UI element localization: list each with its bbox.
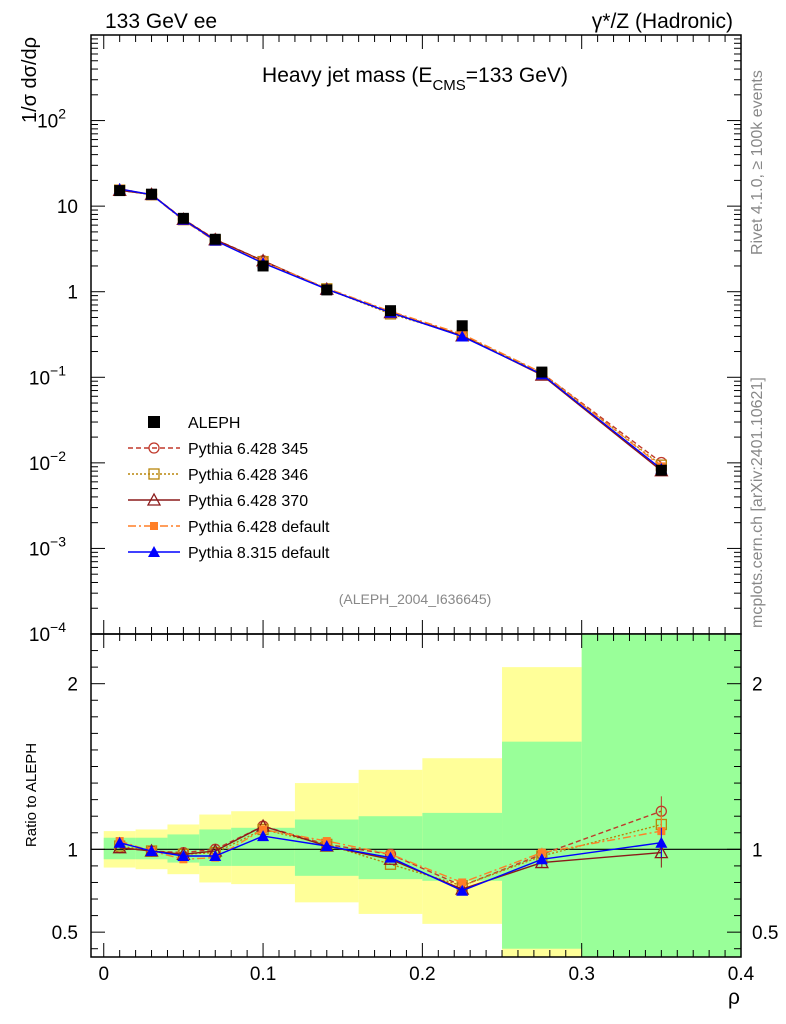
main-title-tail: =133 GeV) xyxy=(466,64,568,87)
legend-marker xyxy=(148,468,160,480)
main-title-text: Heavy jet mass (E xyxy=(262,64,432,87)
data-point xyxy=(321,284,333,296)
ratio-series-point xyxy=(537,848,546,857)
tick-exponent: −3 xyxy=(50,533,66,549)
data-point xyxy=(655,464,667,476)
ratio-series-line xyxy=(119,835,662,892)
ratio-y-tick-label: 2 xyxy=(67,675,78,696)
legend-label: Pythia 6.428 345 xyxy=(188,441,308,458)
ratio-plot-area xyxy=(90,633,742,958)
legend-label: Pythia 8.315 default xyxy=(188,545,330,562)
ratio-series-line xyxy=(119,810,662,887)
data-point xyxy=(146,188,158,200)
data-point xyxy=(209,233,221,245)
ratio-y-tick-label-right: 2 xyxy=(752,675,763,696)
ratio-series-point xyxy=(654,845,669,859)
ratio-series-point xyxy=(655,836,668,848)
tick-base: 10 xyxy=(57,197,78,218)
main-y-tick-label: 10 xyxy=(57,197,78,218)
legend-marker xyxy=(148,546,160,557)
tick-base: 10 xyxy=(37,112,58,133)
x-tick-label: 0.4 xyxy=(728,964,755,985)
ratio-y-tick-label-right: 1 xyxy=(752,840,763,861)
ratio-band-inner xyxy=(581,634,741,957)
tick-exponent: −2 xyxy=(50,448,66,464)
data-point xyxy=(385,305,397,317)
data-point xyxy=(456,320,468,332)
ratio-series-point xyxy=(209,849,222,861)
ratio-series-point xyxy=(320,840,333,852)
x-tick-label: 0.3 xyxy=(568,964,594,985)
tick-base: 10 xyxy=(29,368,50,389)
main-y-tick-label: 10−2 xyxy=(29,448,66,475)
ratio-series-point xyxy=(384,851,397,863)
main-series-line xyxy=(119,188,662,470)
legend-data-marker xyxy=(148,416,160,428)
ratio-series-point xyxy=(259,825,268,834)
header-right-label: γ*/Z (Hadronic) xyxy=(592,10,733,33)
tick-base: 1 xyxy=(67,283,78,304)
ratio-band-inner xyxy=(422,812,503,881)
main-title-sub: CMS xyxy=(432,77,465,94)
ratio-series-group xyxy=(112,796,669,896)
data-point xyxy=(177,212,189,224)
ratio-series-line xyxy=(119,825,662,890)
header-left-label: 133 GeV ee xyxy=(105,10,217,33)
x-tick-label: 0 xyxy=(98,964,109,985)
data-point xyxy=(536,366,548,378)
ratio-y-tick-label: 1 xyxy=(67,840,78,861)
legend-label: Pythia 6.428 346 xyxy=(188,467,308,484)
ratio-series-point xyxy=(145,844,158,856)
ratio-series-point xyxy=(456,884,469,896)
ratio-series-point xyxy=(458,878,467,887)
tick-exponent: −4 xyxy=(50,619,66,635)
legend: ALEPH Pythia 6.428 345 Pythia 6.428 346 Pyt… xyxy=(128,415,330,562)
main-y-tick-label: 1 xyxy=(67,283,78,304)
main-series-group xyxy=(112,182,669,477)
main-y-tick-label: 10−1 xyxy=(29,362,66,389)
tick-base: 10 xyxy=(29,454,50,475)
tick-exponent: −1 xyxy=(50,362,66,378)
ratio-frame xyxy=(90,633,742,958)
mcplots-label: mcplots.cern.ch [arXiv:2401.10621] xyxy=(749,377,766,628)
ratio-series-point xyxy=(177,849,190,861)
legend-marker xyxy=(148,442,160,454)
main-y-axis-label: 1/σ dσ/dρ xyxy=(19,37,41,123)
tick-base: 10 xyxy=(29,625,50,646)
ratio-series-line xyxy=(119,828,662,884)
main-series-point xyxy=(456,330,469,342)
x-tick-label: 0.2 xyxy=(409,964,435,985)
ratio-y-tick-label-right: 0.5 xyxy=(752,923,778,944)
ratio-band-inner xyxy=(502,741,582,949)
ratio-series-point xyxy=(113,836,126,848)
reference-label: (ALEPH_2004_I636645) xyxy=(339,591,492,607)
main-y-tick-label: 102 xyxy=(37,106,66,133)
ratio-y-tick-label: 0.5 xyxy=(52,923,78,944)
ratio-series-point xyxy=(535,853,548,865)
legend-label: Pythia 6.428 default xyxy=(188,519,330,536)
ratio-axis-ticks: 0 0.1 0.2 0.3 0.4 0.5 0.5 1 1 2 2 xyxy=(52,650,778,985)
legend-label: Pythia 6.428 370 xyxy=(188,493,308,510)
x-tick-label: 0.1 xyxy=(250,964,276,985)
data-point xyxy=(257,260,269,272)
rivet-version-label: Rivet 4.1.0, ≥ 100k events xyxy=(749,70,766,255)
x-axis-label: ρ xyxy=(728,986,740,1009)
main-y-tick-label: 10−3 xyxy=(29,533,66,560)
main-title: Heavy jet mass (ECMS=133 GeV) xyxy=(262,64,568,94)
ratio-series-point xyxy=(257,830,270,842)
ratio-band-inner xyxy=(103,837,136,860)
tick-exponent: 2 xyxy=(58,106,66,122)
ratio-y-axis-label: Ratio to ALEPH xyxy=(23,743,40,847)
tick-base: 10 xyxy=(29,539,50,560)
data-point xyxy=(114,185,126,197)
legend-marker xyxy=(146,492,162,506)
main-y-tick-label: 10−4 xyxy=(29,619,66,646)
legend-marker xyxy=(150,522,158,530)
legend-label: ALEPH xyxy=(188,415,240,432)
